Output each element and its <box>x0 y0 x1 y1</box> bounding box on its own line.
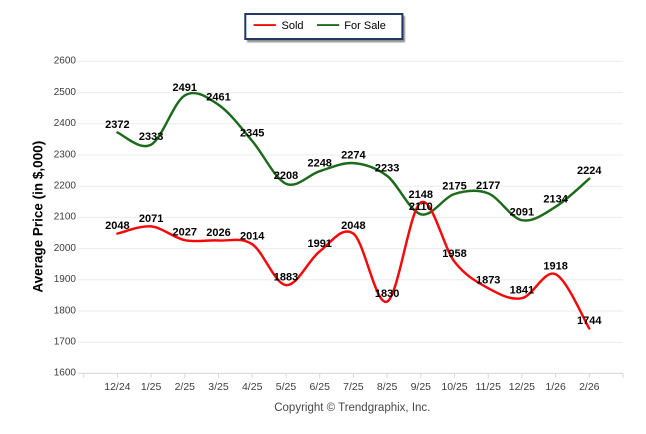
svg-text:4/25: 4/25 <box>242 381 263 393</box>
svg-text:6/25: 6/25 <box>309 381 330 393</box>
svg-text:10/25: 10/25 <box>441 381 467 393</box>
svg-text:1700: 1700 <box>54 337 77 348</box>
svg-text:2224: 2224 <box>577 165 602 177</box>
svg-text:1883: 1883 <box>274 272 298 284</box>
svg-text:Copyright © Trendgraphix, Inc.: Copyright © Trendgraphix, Inc. <box>274 402 430 414</box>
svg-text:2148: 2148 <box>409 189 433 201</box>
svg-text:2175: 2175 <box>442 181 466 193</box>
svg-text:2333: 2333 <box>139 131 163 143</box>
svg-text:5/25: 5/25 <box>276 381 297 393</box>
svg-text:2208: 2208 <box>274 170 298 182</box>
svg-text:1/25: 1/25 <box>141 381 162 393</box>
svg-text:2300: 2300 <box>54 149 77 160</box>
svg-text:2071: 2071 <box>139 213 163 225</box>
svg-text:2233: 2233 <box>375 162 399 174</box>
svg-text:1873: 1873 <box>476 275 500 287</box>
svg-text:3/25: 3/25 <box>208 381 229 393</box>
svg-text:2026: 2026 <box>206 227 230 239</box>
svg-text:2177: 2177 <box>476 180 500 192</box>
svg-text:2027: 2027 <box>173 227 197 239</box>
svg-text:2134: 2134 <box>543 193 568 205</box>
svg-text:1841: 1841 <box>510 285 534 297</box>
svg-text:1900: 1900 <box>54 274 77 285</box>
svg-text:12/24: 12/24 <box>104 381 130 393</box>
svg-text:11/25: 11/25 <box>475 381 501 393</box>
svg-text:2461: 2461 <box>206 91 230 103</box>
svg-text:2400: 2400 <box>54 118 77 129</box>
svg-text:2048: 2048 <box>341 220 365 232</box>
svg-text:2248: 2248 <box>307 158 331 170</box>
svg-text:1600: 1600 <box>54 368 77 379</box>
svg-text:2372: 2372 <box>105 119 129 131</box>
svg-text:Average Price (in $,000): Average Price (in $,000) <box>30 141 45 293</box>
svg-text:8/25: 8/25 <box>377 381 398 393</box>
svg-text:12/25: 12/25 <box>509 381 535 393</box>
svg-text:2274: 2274 <box>341 150 366 162</box>
svg-text:2000: 2000 <box>54 243 77 254</box>
svg-text:1744: 1744 <box>577 315 602 327</box>
svg-text:1918: 1918 <box>543 261 567 273</box>
svg-text:7/25: 7/25 <box>343 381 364 393</box>
svg-text:2100: 2100 <box>54 212 77 223</box>
svg-text:1991: 1991 <box>307 238 331 250</box>
svg-text:2500: 2500 <box>54 87 77 98</box>
svg-text:2600: 2600 <box>54 56 77 67</box>
svg-text:9/25: 9/25 <box>411 381 432 393</box>
svg-text:2091: 2091 <box>510 207 534 219</box>
svg-text:2/26: 2/26 <box>579 381 600 393</box>
svg-text:Sold: Sold <box>282 20 304 32</box>
svg-text:2014: 2014 <box>240 231 265 243</box>
svg-text:2200: 2200 <box>54 181 77 192</box>
svg-text:1958: 1958 <box>442 248 466 260</box>
svg-text:1/26: 1/26 <box>545 381 566 393</box>
svg-text:2110: 2110 <box>409 201 433 213</box>
svg-text:1800: 1800 <box>54 305 77 316</box>
svg-text:2345: 2345 <box>240 128 264 140</box>
svg-text:For Sale: For Sale <box>344 20 386 32</box>
svg-text:1830: 1830 <box>375 288 399 300</box>
svg-text:2/25: 2/25 <box>175 381 196 393</box>
svg-text:2491: 2491 <box>173 82 197 94</box>
svg-text:2048: 2048 <box>105 220 129 232</box>
